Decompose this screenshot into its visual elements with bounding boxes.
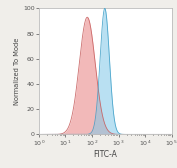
Y-axis label: Normalized To Mode: Normalized To Mode (14, 38, 20, 105)
X-axis label: FITC-A: FITC-A (93, 150, 117, 159)
